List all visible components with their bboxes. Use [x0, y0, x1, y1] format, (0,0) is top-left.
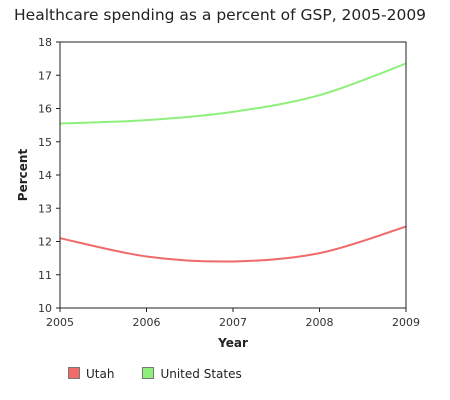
- x-tick-label: 2009: [392, 316, 420, 329]
- x-tick-label: 2006: [133, 316, 161, 329]
- y-axis: 10 11 12 13 14 15 16 17 18: [38, 36, 60, 315]
- series-line-0: [59, 225, 407, 263]
- legend-item-0: Utah: [68, 367, 114, 381]
- y-tick-label: 13: [38, 202, 52, 215]
- plot-frame: [59, 41, 407, 309]
- chart-title: Healthcare spending as a percent of GSP,…: [14, 6, 427, 24]
- y-tick-label: 12: [38, 236, 52, 249]
- y-tick-label: 15: [38, 136, 52, 149]
- legend-label: Utah: [86, 367, 115, 381]
- y-tick-label: 16: [38, 103, 52, 116]
- y-tick-label: 18: [38, 36, 52, 49]
- y-tick-label: 14: [38, 169, 52, 182]
- y-tick-label: 10: [38, 302, 52, 315]
- legend-label: United States: [160, 367, 242, 381]
- legend-swatch: [142, 367, 155, 379]
- y-axis-title: Percent: [16, 149, 30, 202]
- series-line-1: [59, 62, 407, 125]
- y-tick-label: 11: [38, 269, 52, 282]
- legend-item-1: United States: [142, 367, 242, 381]
- x-tick-label: 2008: [306, 316, 334, 329]
- series-layer: [59, 62, 407, 263]
- legend-swatch: [68, 367, 80, 379]
- x-axis: 2005 2006 2007 2008 2009: [46, 308, 420, 329]
- x-tick-label: 2007: [219, 316, 247, 329]
- x-axis-title: Year: [217, 336, 248, 350]
- y-tick-label: 17: [38, 69, 52, 82]
- legend: Utah United States: [68, 367, 270, 381]
- x-tick-label: 2005: [46, 316, 74, 329]
